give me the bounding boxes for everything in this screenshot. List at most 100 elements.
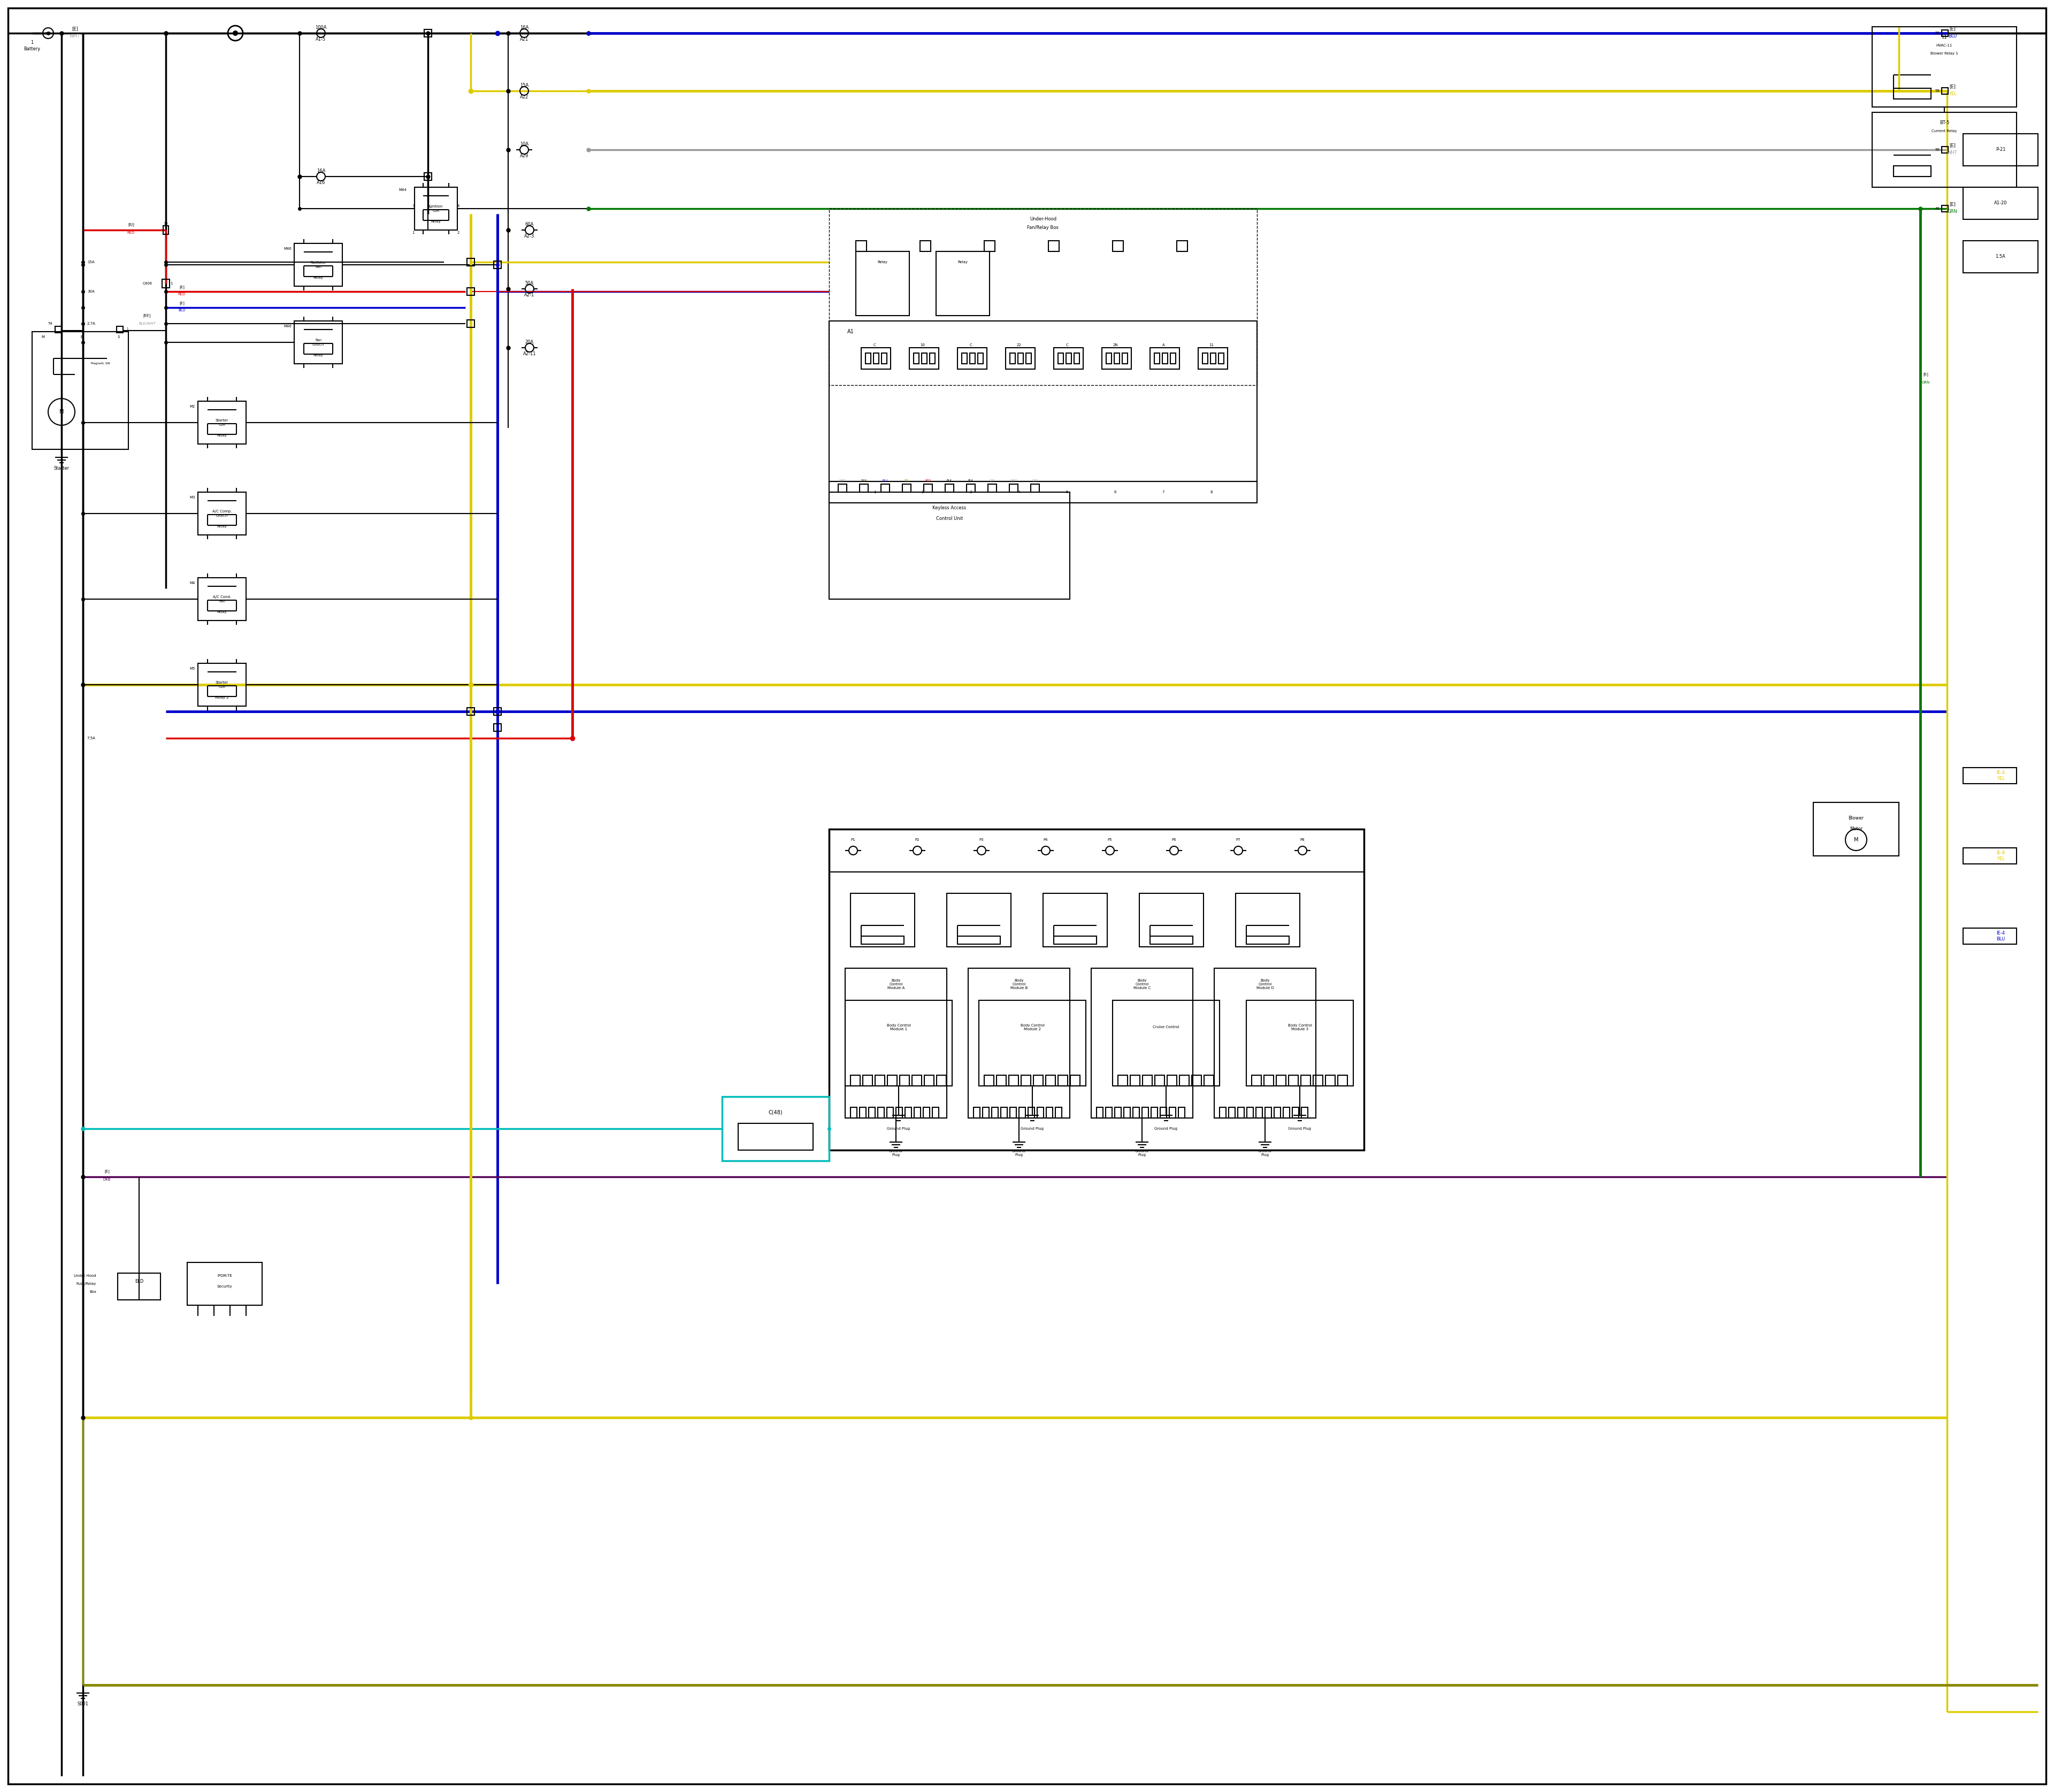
Text: 1: 1 [413,231,415,235]
Bar [1964,186,2038,219]
Bar [881,484,889,493]
Bar [988,484,996,493]
Bar [1019,1107,1025,1118]
Text: 4: 4 [1019,491,1021,495]
Bar [922,353,926,364]
Text: Current Relay: Current Relay [1931,129,1957,133]
Text: BLK: BLK [947,478,953,482]
Bar [1171,353,1175,364]
Bar [992,1107,998,1118]
Bar [1197,348,1228,369]
Bar [850,1107,857,1118]
Bar [1105,1107,1111,1118]
Text: [E]: [E] [1949,143,1955,149]
Bar [1871,113,2017,186]
Bar [1263,1075,1273,1086]
Bar [1964,767,2017,783]
Bar [1006,348,1035,369]
Text: BT-5: BT-5 [1939,120,1949,125]
Bar [1142,1075,1152,1086]
Text: 4: 4 [458,204,460,208]
Text: Ground Plug: Ground Plug [887,1127,910,1131]
Bar [1101,348,1132,369]
Text: Starter: Starter [216,681,228,685]
Bar [1107,353,1111,364]
Text: WHT: WHT [1011,478,1017,482]
Text: 59: 59 [1935,149,1939,151]
Bar [984,240,994,251]
Text: 1: 1 [170,281,173,285]
Bar [1284,1107,1290,1118]
Text: P2: P2 [916,839,920,842]
Text: T4: T4 [47,323,53,324]
Bar [737,1124,813,1150]
Text: IE-8
YEL: IE-8 YEL [1996,851,2005,862]
Bar [187,1262,263,1305]
Bar [1247,1107,1253,1118]
Bar [957,935,1000,944]
Bar [466,289,474,296]
Bar [466,321,474,328]
Text: C406: C406 [142,281,152,285]
Text: 2: 2 [458,231,460,235]
Bar [466,258,474,265]
Text: Body
Control
Module C: Body Control Module C [1134,978,1150,989]
Bar [1251,1075,1261,1086]
Text: 1: 1 [31,41,33,45]
Bar [1113,353,1119,364]
Text: S001: S001 [78,1701,88,1706]
Bar [974,1107,980,1118]
Bar [425,29,431,38]
Text: A21: A21 [520,38,528,41]
Text: P6: P6 [1171,839,1177,842]
Bar [1300,1075,1310,1086]
Bar [933,1107,939,1118]
Bar [1214,968,1317,1118]
Bar [900,1075,910,1086]
Bar [969,353,976,364]
Text: [E]: [E] [179,301,185,305]
Bar [857,240,867,251]
Text: M44: M44 [398,188,407,192]
Bar [1169,1107,1175,1118]
Bar [1941,30,1947,36]
Text: 15A: 15A [86,260,94,263]
Text: 1: 1 [873,491,875,495]
Bar [1247,935,1290,944]
Bar [920,240,930,251]
Bar [1117,1075,1128,1086]
Text: Motor: Motor [1849,826,1863,831]
Bar [1045,1075,1056,1086]
Text: Fan/Relay Box: Fan/Relay Box [1027,226,1060,229]
Text: Ground Plug: Ground Plug [1154,1127,1177,1131]
Bar [945,484,953,493]
Bar [294,321,343,364]
Text: 16A: 16A [520,25,528,30]
Text: Clutch: Clutch [216,514,228,518]
Bar [861,348,891,369]
Bar [1237,894,1300,946]
Text: Cruise Control: Cruise Control [1152,1025,1179,1029]
Text: P-21: P-21 [1996,147,2005,152]
Text: BLU: BLU [1947,34,1957,38]
Text: P4: P4 [1043,839,1048,842]
Bar [861,935,904,944]
Bar [850,894,914,946]
Bar [844,1000,953,1086]
Bar [1154,353,1161,364]
Text: YEL: YEL [1949,91,1955,97]
Text: Under Hood: Under Hood [74,1274,97,1278]
Bar [982,1107,990,1118]
Bar [830,321,1257,482]
Bar [859,1107,867,1118]
Bar [493,724,501,731]
Bar [466,708,474,715]
Bar [1000,1107,1006,1118]
Text: RED: RED [127,231,136,235]
Text: [E]: [E] [105,1170,109,1174]
Bar [1179,1075,1189,1086]
Bar [1894,88,1931,99]
Text: Ground Plug: Ground Plug [1021,1127,1043,1131]
Text: TEL: TEL [904,478,910,482]
Text: [E]: [E] [1949,202,1955,206]
